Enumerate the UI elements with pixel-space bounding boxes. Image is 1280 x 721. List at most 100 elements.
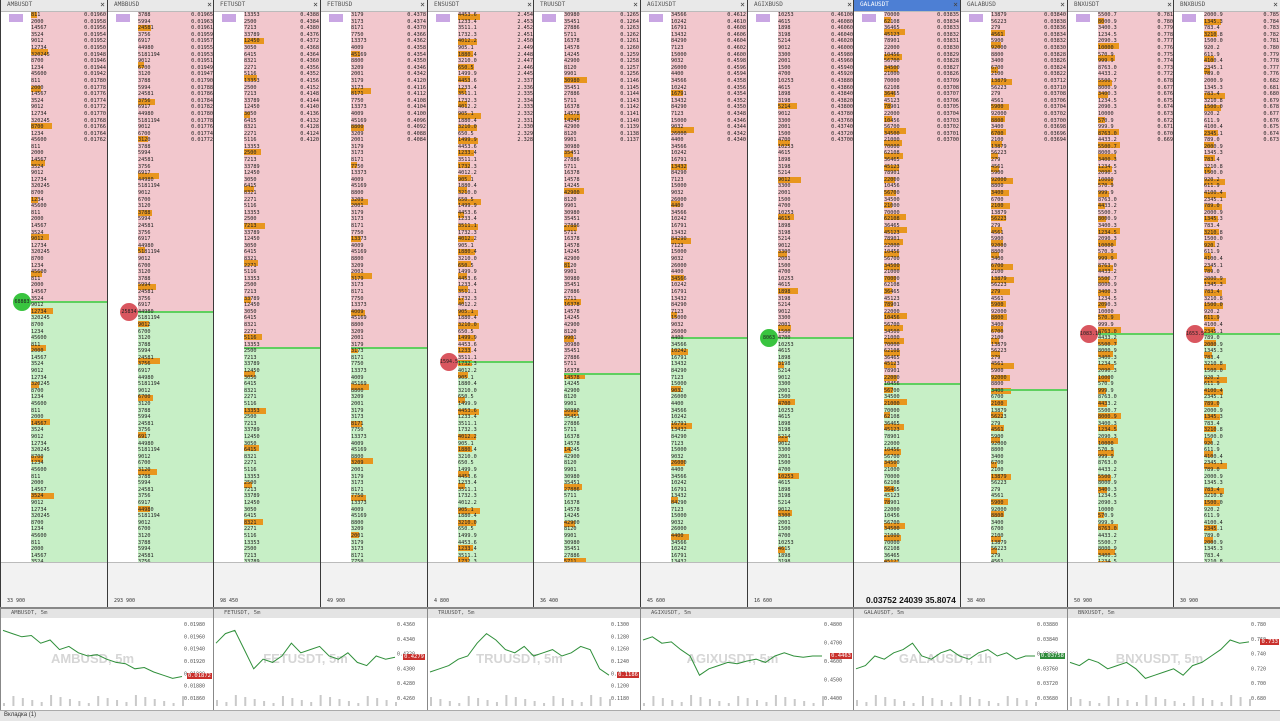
orderbook-panel-bnxusdt[interactable]: BNXUSDT × 5500.7 8000.9 3400.3 1234.5 2090.3 10… [1067, 0, 1175, 607]
price-ladder[interactable]: 13353 2500 7213 33789 12450 3050 6415 8321 2271 5… [218, 12, 321, 598]
price-cell[interactable]: 0.4144 [300, 97, 319, 104]
price-cell[interactable]: 0.1262 [620, 31, 639, 38]
price-cell[interactable]: 0.4088 [407, 130, 426, 137]
price-cell[interactable]: 0.4344 [727, 124, 746, 131]
price-cell[interactable]: 0.4608 [727, 25, 746, 32]
chart-tab[interactable]: AGIXUSDT, 5m [641, 609, 854, 618]
price-cell[interactable]: 0.03824 [1044, 64, 1066, 71]
price-cell[interactable]: 0.03827 [937, 64, 959, 71]
price-cell[interactable]: 0.779 [1157, 25, 1173, 32]
price-cell[interactable]: 0.4128 [300, 124, 319, 131]
price-cell[interactable]: 2.446 [517, 64, 533, 71]
price-cell[interactable]: 0.03700 [1044, 117, 1066, 124]
price-cell[interactable]: 0.1265 [620, 12, 639, 18]
price-cell[interactable]: 0.1137 [620, 137, 639, 144]
orderbook-panel-fetbusd[interactable]: FETBUSD × 3179 3173 8171 7750 13373 4009 45169 88… [320, 0, 428, 607]
price-ladder[interactable]: 34566 10242 16791 13432 84290 7123 15000 9032 26… [645, 12, 748, 598]
price-cell[interactable]: 0.01949 [191, 64, 213, 71]
price-cell[interactable]: 0.4342 [407, 71, 426, 78]
price-cell[interactable]: 0.4606 [727, 31, 746, 38]
orderbook-panel-agixbusd[interactable]: AGIXBUSD × 10253 4615 1898 3198 5214 9012 3300 20… [747, 0, 855, 607]
price-cell[interactable]: 0.774 [1157, 58, 1173, 65]
price-cell[interactable]: 2.449 [517, 44, 533, 51]
price-cell[interactable]: 2.333 [517, 104, 533, 111]
price-cell[interactable]: 0.4354 [407, 51, 426, 58]
price-cell[interactable]: 0.03833 [937, 25, 959, 32]
price-cell[interactable]: 0.4104 [407, 104, 426, 111]
price-cell[interactable]: 0.46080 [831, 18, 853, 25]
price-cell[interactable]: 0.4352 [300, 71, 319, 78]
price-cell[interactable]: 0.43880 [831, 77, 853, 84]
price-cell[interactable]: 0.780 [1263, 44, 1279, 51]
price-cell[interactable]: 0.682 [1263, 77, 1279, 84]
price-cell[interactable]: 0.773 [1157, 64, 1173, 71]
price-cell[interactable]: 0.1146 [620, 77, 639, 84]
price-cell[interactable]: 0.778 [1263, 58, 1279, 65]
price-cell[interactable]: 0.1258 [620, 58, 639, 65]
price-cell[interactable]: 0.03707 [937, 91, 959, 98]
price-cell[interactable]: 0.780 [1157, 18, 1173, 25]
price-cell[interactable]: 0.43760 [831, 117, 853, 124]
price-cell[interactable]: 0.01790 [191, 77, 213, 84]
price-cell[interactable]: 0.669 [1157, 137, 1173, 144]
close-icon[interactable]: × [1060, 0, 1065, 9]
price-cell[interactable]: 0.673 [1263, 137, 1279, 144]
price-cell[interactable]: 0.1139 [620, 124, 639, 131]
price-ladder[interactable]: 811 2000 14567 3524 9012 12734 320245 8700 1234 4… [5, 12, 108, 598]
price-cell[interactable]: 0.4116 [407, 84, 426, 91]
price-cell[interactable]: 2.447 [517, 58, 533, 65]
price-cell[interactable]: 2.445 [517, 71, 533, 78]
price-cell[interactable]: 0.1138 [620, 130, 639, 137]
price-cell[interactable]: 0.01955 [191, 44, 213, 51]
close-icon[interactable]: × [740, 0, 745, 9]
price-cell[interactable]: 0.4354 [727, 91, 746, 98]
price-cell[interactable]: 0.03696 [1044, 130, 1066, 137]
price-cell[interactable]: 0.1142 [620, 104, 639, 111]
price-cell[interactable]: 0.03701 [937, 130, 959, 137]
price-cell[interactable]: 0.46060 [831, 25, 853, 32]
price-cell[interactable]: 0.03829 [937, 51, 959, 58]
panel-tab[interactable]: BNXBUSD × [1174, 0, 1280, 12]
price-cell[interactable]: 0.03708 [937, 84, 959, 91]
price-cell[interactable]: 0.01951 [191, 58, 213, 65]
price-cell[interactable]: 0.4378 [407, 12, 426, 18]
price-cell[interactable]: 2.335 [517, 91, 533, 98]
price-cell[interactable]: 0.1144 [620, 91, 639, 98]
price-cell[interactable]: 0.01947 [191, 71, 213, 78]
price-cell[interactable]: 0.777 [1157, 38, 1173, 45]
price-cell[interactable]: 0.4376 [300, 31, 319, 38]
mini-chart[interactable]: TRUUSDT, 5m TRUUSDT, 5m 0.1300 0.1280 0.1260… [427, 609, 641, 712]
price-cell[interactable]: 0.1143 [620, 97, 639, 104]
price-cell[interactable]: 0.01784 [191, 97, 213, 104]
orderbook-panel-agixusdt[interactable]: AGIXUSDT × 34566 10242 16791 13432 84290 7123 15… [640, 0, 748, 607]
orderbook-panel-ambusdt[interactable]: AMBUSDT × 811 2000 14567 3524 9012 12734 320245 8… [0, 0, 108, 607]
price-cell[interactable]: 0.01959 [191, 31, 213, 38]
close-icon[interactable]: × [847, 0, 852, 9]
price-cell[interactable]: 0.4356 [300, 64, 319, 71]
close-icon[interactable]: × [100, 0, 105, 9]
price-cell[interactable]: 0.4120 [407, 77, 426, 84]
price-cell[interactable]: 0.678 [1157, 77, 1173, 84]
orderbook-panel-fetusdt[interactable]: FETUSDT × 13353 2500 7213 33789 12450 3050 6415 8… [213, 0, 321, 607]
price-cell[interactable]: 0.4364 [300, 51, 319, 58]
price-cell[interactable]: 0.4100 [407, 110, 426, 117]
price-cell[interactable]: 0.4120 [300, 137, 319, 144]
mini-chart[interactable]: GALAUSDT, 5m GALAUSDT, 1h 0.03880 0.03840 0.… [853, 609, 1067, 712]
price-cell[interactable]: 0.681 [1263, 84, 1279, 91]
price-cell[interactable]: 0.03838 [1044, 18, 1066, 25]
price-cell[interactable]: 0.01960 [84, 12, 106, 18]
price-ladder[interactable]: 13879 56223 279 4561 5900 92000 8800 3400 6700 21… [965, 12, 1068, 598]
panel-tab[interactable]: ENSUSDT × [428, 0, 535, 12]
price-cell[interactable]: 0.03830 [937, 44, 959, 51]
price-cell[interactable]: 0.45980 [831, 51, 853, 58]
price-cell[interactable]: 0.1259 [620, 51, 639, 58]
price-cell[interactable]: 0.03831 [937, 38, 959, 45]
price-cell[interactable]: 2.332 [517, 110, 533, 117]
price-cell[interactable]: 0.03832 [937, 31, 959, 38]
price-cell[interactable]: 0.4362 [407, 38, 426, 45]
price-cell[interactable]: 0.4610 [727, 18, 746, 25]
price-cell[interactable]: 0.01774 [84, 97, 106, 104]
price-cell[interactable]: 0.776 [1263, 71, 1279, 78]
price-cell[interactable]: 0.03702 [1044, 110, 1066, 117]
